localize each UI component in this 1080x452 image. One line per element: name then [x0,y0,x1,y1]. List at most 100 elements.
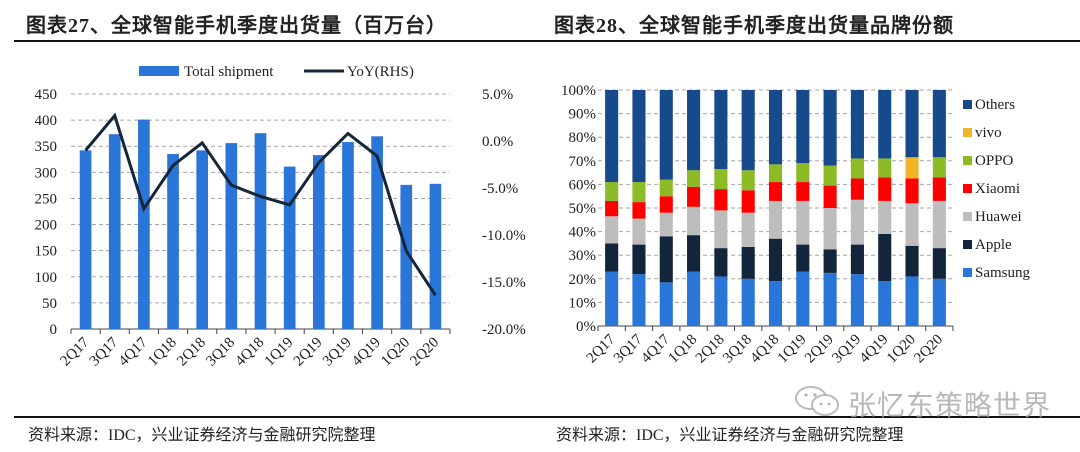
y-tick-label: 60% [569,177,597,193]
legend-swatch-samsung [963,268,972,277]
source-note: 资料来源：IDC，兴业证券经济与金融研究院整理 [28,427,376,444]
shipment-bar [429,183,442,329]
figure-title: 图表28、全球智能手机季度出货量品牌份额 [554,15,954,37]
share-segment-huawei [823,208,837,250]
legend-swatch-shipment [139,66,179,76]
share-segment-oppo [741,170,755,191]
y-tick-label: 0 [50,322,58,338]
shipment-bar [138,119,150,329]
share-segment-huawei [741,212,755,247]
y-tick-label: 300 [35,165,58,181]
share-segment-samsung [850,274,864,326]
share-segment-xiaomi [659,196,673,213]
share-segment-others [850,90,864,159]
legend-swatch-huawei [963,212,972,221]
source-divider [14,416,540,418]
x-tick-label: 3Q18 [720,332,755,367]
share-segment-xiaomi [605,200,619,217]
x-tick-label: 2Q18 [693,332,728,367]
share-segment-huawei [632,218,646,245]
y-tick-label: 70% [569,154,597,170]
shipment-bar [108,134,121,329]
share-segment-apple [768,238,783,282]
x-tick-label: 1Q18 [145,335,180,370]
x-tick-label: 3Q19 [320,335,355,370]
legend-swatch-xiaomi [963,184,972,193]
share-segment-apple [605,243,619,272]
share-segment-others [714,90,728,170]
share-segment-xiaomi [878,177,892,201]
share-segment-apple [741,246,755,279]
y-tick-label: 450 [35,87,58,103]
share-segment-apple [878,233,892,282]
shipment-bar [283,166,296,329]
x-tick-label: 1Q20 [378,335,413,370]
share-segment-xiaomi [714,189,728,211]
watermark: 张忆东策略世界 [848,389,1052,422]
legend-swatch-apple [963,240,972,249]
share-segment-others [741,90,755,171]
y-tick-label: 30% [569,248,597,264]
x-tick-label: 4Q17 [116,334,151,369]
share-segment-xiaomi [768,182,783,201]
legend-label: Huawei [975,209,1022,225]
x-tick-label: 2Q19 [291,335,326,370]
x-tick-label: 4Q19 [857,332,892,367]
x-tick-label: 2Q17 [58,334,93,369]
x-tick-label: 3Q17 [611,331,646,366]
x-tick-label: 4Q17 [638,331,673,366]
share-segment-others [605,90,619,183]
legend-swatch-others [963,100,972,109]
share-segment-xiaomi [905,178,919,204]
share-segment-oppo [796,163,810,183]
share-segment-huawei [659,212,673,237]
share-segment-others [632,90,646,183]
share-segment-xiaomi [823,185,837,208]
shipment-bar [312,155,325,329]
share-segment-oppo [605,182,619,201]
shipment-chart: 0 50 100 150 200 250 300 350 400 450 -20.0% -15.0% -… [35,64,526,370]
share-segment-oppo [768,164,783,183]
x-tick-label: 2Q20 [911,332,946,367]
y-tick-label: 20% [569,272,597,288]
shipment-bar [254,133,267,329]
share-segment-apple [905,245,919,277]
share-segment-apple [687,235,701,272]
title-divider [540,40,1080,42]
legend-label: Others [975,97,1015,113]
y-tick-label: 350 [35,139,58,155]
panel-shipment: 图表27、全球智能手机季度出货量（百万台） 0 50 100 150 200 250 300… [14,15,540,444]
share-segment-xiaomi [932,177,946,201]
share-segment-apple [850,244,864,275]
share-segment-apple [659,236,673,283]
share-segment-oppo [932,157,946,178]
y-tick-label: 90% [569,107,597,123]
legend-label: OPPO [975,153,1014,169]
y2-tick-label: 5.0% [482,87,513,103]
share-segment-xiaomi [741,190,755,213]
y-tick-label: 40% [569,225,597,241]
share-segment-apple [796,244,810,272]
share-segment-huawei [687,206,701,236]
legend-swatch-oppo [963,156,972,165]
share-segment-huawei [796,200,810,245]
shipment-bar [167,154,179,329]
legend-label: Apple [975,237,1012,253]
shipment-bar [196,150,209,329]
share-segment-others [878,90,892,159]
share-segment-apple [823,249,837,273]
share-segment-apple [932,248,946,279]
share-segment-apple [632,244,646,275]
legend-swatch-vivo [963,128,972,137]
share-segment-samsung [932,278,946,326]
x-tick-label: 1Q19 [775,332,810,367]
share-segment-samsung [605,271,619,326]
y2-tick-label: -20.0% [482,322,526,338]
legend-label: Samsung [975,265,1031,281]
share-segment-oppo [823,165,837,186]
share-segment-oppo [659,179,673,197]
y2-tick-label: -15.0% [482,275,526,291]
x-tick-label: 4Q19 [349,335,384,370]
y-tick-label: 250 [35,191,58,207]
x-tick-label: 3Q18 [203,335,238,370]
